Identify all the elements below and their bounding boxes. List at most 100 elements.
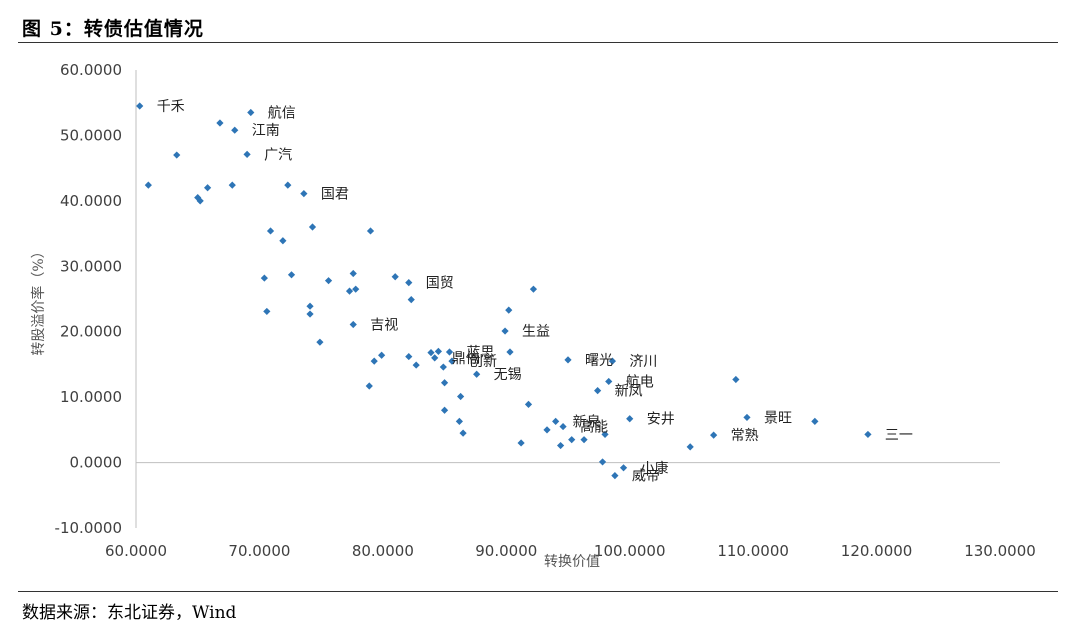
data-point (136, 102, 144, 110)
data-point (556, 441, 565, 450)
data-point (349, 320, 357, 329)
point-label: 常熟 (731, 428, 759, 444)
point-label: 威帝 (632, 469, 660, 485)
point-label: 三一 (885, 427, 913, 443)
data-point (412, 361, 420, 369)
figure-title: 图 5：转债估值情况 (22, 18, 204, 40)
data-point (445, 348, 454, 356)
data-point (279, 237, 287, 245)
point-label: 蓝思 (467, 345, 495, 361)
data-point (196, 197, 204, 205)
point-label: 国君 (321, 187, 349, 203)
data-point (598, 458, 607, 466)
y-tick-label: -10.0000 (55, 519, 122, 537)
point-label: 创新 (469, 354, 497, 370)
point-label: 生益 (522, 324, 550, 340)
scatter-chart: -10.0000 0.0000 10.0000 20.0000 30.0000 40.00… (30, 61, 1036, 570)
data-point (594, 387, 602, 395)
data-point (378, 351, 386, 359)
x-tick-label: 60.0000 (105, 542, 167, 560)
y-tick-label: 20.0000 (60, 323, 122, 341)
y-tick-label: 40.0000 (60, 192, 122, 210)
y-tick-label: 30.0000 (60, 257, 122, 275)
data-point (601, 430, 609, 439)
point-label: 新泉 (573, 413, 601, 430)
data-point (370, 357, 378, 365)
point-label: 景旺 (764, 410, 792, 426)
data-point (173, 151, 181, 159)
point-label: 航电 (626, 374, 654, 390)
data-point (710, 431, 718, 439)
point-label: 国贸 (426, 276, 454, 292)
source-rule (18, 591, 1058, 592)
data-point (440, 379, 449, 387)
title-rule (18, 42, 1058, 43)
data-point (405, 279, 413, 287)
x-tick-label: 90.0000 (475, 542, 537, 560)
data-point (345, 287, 354, 295)
data-point (266, 227, 275, 235)
data-point (216, 119, 224, 127)
x-tick-label: 130.0000 (964, 542, 1036, 560)
data-point (506, 348, 514, 356)
data-point (440, 406, 449, 414)
tick-labels: -10.0000 0.0000 10.0000 20.0000 30.0000 40.00… (55, 61, 1036, 560)
point-label: 广汽 (264, 147, 292, 163)
data-point (543, 426, 551, 434)
point-label: 高能 (580, 419, 608, 436)
data-point (407, 296, 415, 304)
data-point (517, 439, 525, 447)
y-tick-label: 60.0000 (60, 61, 122, 79)
point-label: 航信 (268, 106, 296, 122)
data-point (316, 338, 324, 346)
data-point (559, 422, 567, 431)
data-point (608, 357, 617, 365)
data-point (529, 285, 538, 293)
data-point (349, 269, 357, 278)
point-label: 吉视 (370, 318, 398, 334)
data-point (473, 370, 481, 378)
data-point (260, 274, 268, 282)
data-point (405, 352, 413, 361)
data-point (439, 363, 447, 371)
data-point (366, 227, 375, 235)
data-point (231, 126, 239, 134)
data-point (626, 415, 634, 423)
data-point (263, 307, 271, 316)
data-point (501, 327, 509, 335)
data-point (457, 392, 465, 401)
chart-axes (135, 70, 1000, 528)
data-point (743, 413, 751, 422)
y-tick-label: 50.0000 (60, 126, 122, 144)
data-point (243, 150, 251, 159)
data-point (352, 285, 360, 293)
data-point (144, 181, 152, 189)
data-point (228, 181, 236, 189)
x-tick-label: 120.0000 (841, 542, 913, 560)
x-tick-label: 100.0000 (594, 542, 666, 560)
data-point (308, 223, 317, 231)
data-point (605, 377, 613, 386)
data-point (686, 443, 694, 451)
data-point (324, 277, 333, 285)
data-point (284, 181, 292, 189)
data-point (203, 184, 212, 192)
point-label: 鼎信 (452, 351, 480, 367)
data-point (427, 349, 435, 357)
data-point (431, 354, 439, 362)
x-axis-title: 转换价值 (544, 553, 600, 570)
data-point (611, 472, 619, 480)
data-point (568, 436, 576, 444)
data-point (247, 108, 255, 117)
point-label: 济川 (629, 354, 657, 370)
data-point (864, 430, 872, 439)
y-axis-title: 转股溢价率（%） (30, 244, 47, 355)
data-point (287, 271, 296, 279)
data-point (505, 306, 513, 314)
x-tick-label: 80.0000 (352, 542, 414, 560)
data-point (365, 382, 373, 390)
data-points (136, 102, 872, 480)
point-label: 江南 (252, 123, 280, 139)
point-label: 安井 (647, 412, 675, 428)
